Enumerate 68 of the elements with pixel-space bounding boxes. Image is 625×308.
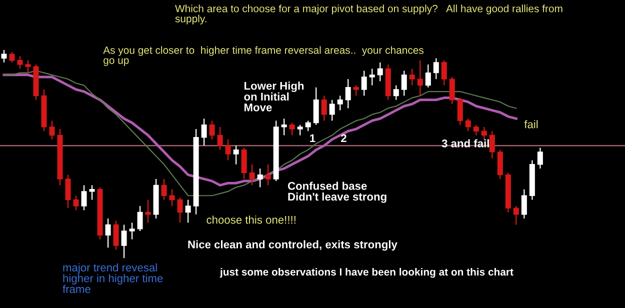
candlestick [233, 145, 239, 165]
candlestick [25, 60, 31, 74]
candlestick [497, 149, 503, 180]
candlestick [225, 138, 231, 161]
candlestick [329, 99, 335, 122]
candlestick [521, 188, 527, 220]
candlestick [441, 60, 447, 86]
annotation: fail [524, 120, 538, 128]
candlestick [369, 68, 375, 86]
candlestick [241, 147, 247, 180]
candlestick [513, 205, 519, 226]
candlestick [49, 120, 55, 140]
candlestick [377, 62, 383, 82]
candlestick [65, 174, 71, 209]
candlestick [121, 224, 127, 259]
candlestick [9, 51, 15, 63]
annotation: Confused base Didn't leave strong [288, 182, 386, 203]
candlestick [177, 197, 183, 224]
candlestick [185, 199, 191, 224]
candlestick [145, 199, 151, 224]
candlestick [353, 84, 359, 96]
candlestick [105, 218, 111, 248]
candlestick [473, 124, 479, 136]
candlestick [73, 195, 79, 211]
candlestick [393, 84, 399, 100]
candlestick [169, 188, 175, 207]
candlestick [249, 164, 255, 186]
candlestick [289, 122, 295, 136]
candlestick [209, 120, 215, 140]
candlestick [161, 178, 167, 200]
candlestick [481, 126, 487, 140]
text: just some observations I have been looking at on this chart [220, 268, 514, 278]
annotation: As you get closer to higher time frame reversal areas.. your chances go up [103, 46, 424, 66]
annotation: 1 [310, 134, 316, 142]
candlestick [297, 124, 303, 136]
candlestick [81, 184, 87, 211]
candlestick [457, 97, 463, 126]
text: major trend revesal higher in higher time frame [62, 263, 163, 294]
candlestick [281, 118, 287, 136]
candlestick [489, 130, 495, 159]
candlestick [465, 118, 471, 132]
candlestick [305, 120, 311, 132]
candlestick [361, 70, 367, 96]
annotation: Lower High on Initial Move [244, 82, 304, 112]
candlestick [409, 68, 415, 86]
candlestick [257, 168, 263, 188]
candlestick [113, 220, 119, 250]
candlestick [89, 184, 95, 200]
candlestick [537, 147, 543, 170]
candlestick [433, 58, 439, 80]
candlestick [401, 70, 407, 96]
annotation: Nice clean and controled, exits strongly [188, 240, 398, 251]
candlestick [417, 60, 423, 96]
candlestick [345, 78, 351, 109]
candlestick [217, 126, 223, 150]
candlestick [449, 76, 455, 105]
candlestick [337, 95, 343, 111]
candlestick [313, 86, 319, 126]
annotation: 2 [341, 134, 346, 142]
candlestick [137, 205, 143, 232]
candlestick [425, 64, 431, 88]
candlestick [201, 118, 207, 146]
annotation: choose this one!!!! [206, 216, 296, 224]
text: Which area to choose for a major pivot based on supply? All have good rallies from supply. [175, 4, 562, 24]
candlestick [321, 95, 327, 122]
candlestick [17, 56, 23, 70]
candlestick [129, 222, 135, 240]
candlestick [265, 164, 271, 186]
